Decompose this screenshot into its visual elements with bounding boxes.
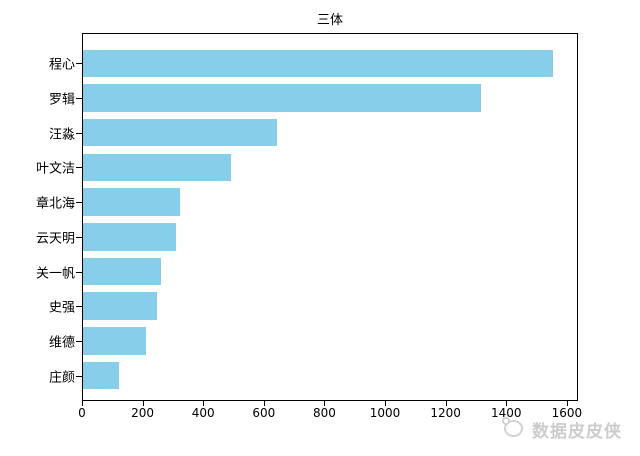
- x-axis-tick-label: 400: [191, 406, 215, 420]
- y-axis-label: 关一帆: [35, 266, 75, 281]
- bar: [83, 257, 162, 286]
- mascot-face-outline: [504, 420, 523, 437]
- bar: [83, 84, 481, 112]
- bar: [83, 292, 157, 320]
- x-axis-tick: [263, 401, 265, 406]
- x-axis-tick-label: 800: [312, 406, 336, 420]
- y-axis-tick: [76, 132, 82, 134]
- bar: [83, 361, 120, 390]
- bar: [83, 153, 231, 182]
- y-axis-label: 叶文洁: [35, 161, 75, 177]
- x-axis-tick-label: 1600: [551, 406, 583, 420]
- x-axis-tick: [82, 401, 83, 406]
- bar: [83, 223, 176, 251]
- y-axis-label: 庄颜: [48, 370, 75, 386]
- watermark-text: 数据皮皮侠: [532, 421, 622, 442]
- y-axis-tick: [76, 306, 82, 308]
- x-axis-tick: [445, 401, 447, 406]
- bar: [83, 327, 147, 355]
- plot-area: [82, 33, 578, 401]
- y-axis-tick: [76, 271, 82, 273]
- y-axis-label: 程心: [48, 57, 75, 73]
- x-axis-tick-label: 0: [78, 406, 86, 420]
- y-axis-tick: [76, 167, 82, 169]
- mascot-ear-outline: [502, 417, 510, 425]
- y-axis-label: 汪淼: [48, 127, 75, 143]
- x-axis-tick: [324, 401, 326, 406]
- y-axis-tick: [76, 236, 82, 238]
- x-axis-tick: [203, 401, 205, 406]
- x-axis-tick: [506, 401, 508, 406]
- y-axis-tick: [76, 63, 82, 65]
- x-axis-tick: [566, 401, 568, 406]
- x-axis-tick: [142, 401, 144, 406]
- x-axis-tick-label: 1400: [491, 406, 522, 420]
- bar: [83, 188, 180, 216]
- y-axis-tick: [76, 202, 82, 204]
- x-axis-tick: [385, 401, 387, 406]
- bar: [83, 49, 554, 78]
- y-axis-tick: [76, 375, 82, 377]
- bar: [83, 118, 277, 147]
- y-axis-label: 章北海: [35, 196, 75, 212]
- y-axis-tick: [76, 340, 82, 342]
- y-axis-label: 维德: [48, 335, 75, 351]
- y-axis-tick: [76, 98, 82, 99]
- x-axis-tick-label: 200: [131, 406, 155, 420]
- x-axis-tick-label: 1000: [369, 406, 401, 420]
- y-axis-label: 云天明: [35, 231, 75, 247]
- x-axis-tick-label: 1200: [430, 406, 461, 420]
- chart-title: 三体: [316, 13, 343, 28]
- y-axis-label: 史强: [48, 300, 75, 316]
- x-axis-tick-label: 600: [252, 406, 276, 420]
- mascot-face-icon: [501, 416, 527, 442]
- watermark: 数据皮皮侠: [501, 416, 622, 442]
- y-axis-label: 罗辑: [48, 92, 75, 108]
